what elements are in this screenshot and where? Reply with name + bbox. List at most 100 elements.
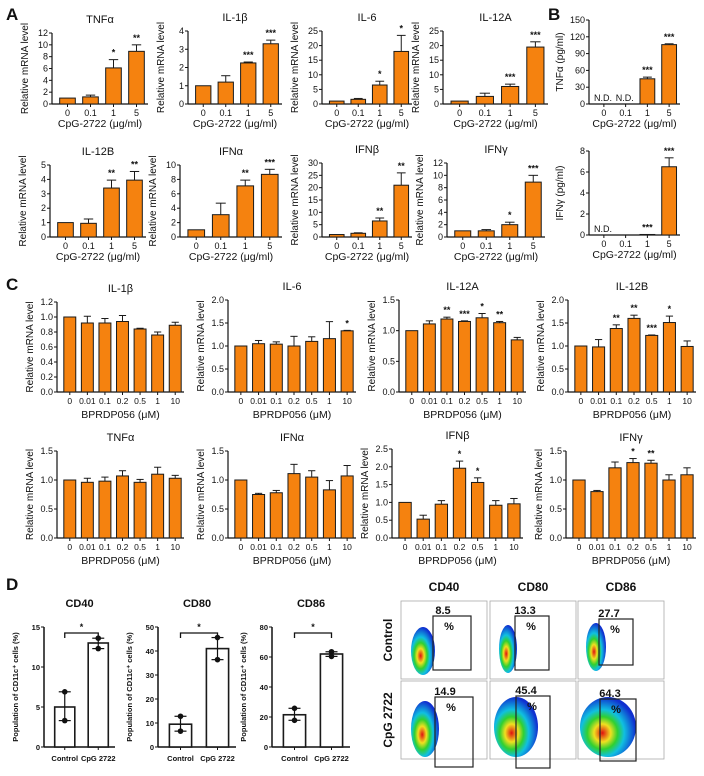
x-tick-label: 5 [667,239,672,249]
gate-percentage-unit: % [526,621,536,633]
bar [489,504,503,539]
x-axis-label: CpG-2722 (μg/ml) [592,249,676,261]
chart-c-15: IFNα 0.0 0.5 1.0 1.5 Relative mRNA level 0 0.01… [196,432,356,567]
x-axis-label: CpG-2722 (μg/ml) [325,118,409,130]
bar [590,491,604,539]
y-tick-label: 6 [171,189,176,199]
x-tick-label: 0.5 [472,542,484,552]
x-tick-label: 0 [577,542,582,552]
y-tick-label: 0 [313,232,318,242]
bar [416,518,430,539]
bar [475,317,489,393]
y-tick-label: 40 [146,647,154,656]
x-axis-label: CpG-2722 (μg/ml) [454,251,538,263]
gate-rectangle [514,615,550,671]
x-tick-label: 0.01 [250,396,267,406]
bar [662,479,676,539]
bar [322,489,336,539]
significance-marker: ** [398,161,406,171]
y-tick-label: 0.0 [40,533,53,543]
x-tick-label: 0.1 [479,108,492,118]
chart-title: IL-12A [479,12,512,24]
bar [205,647,230,748]
y-tick-label: 10 [32,663,40,672]
bar [510,339,524,393]
y-axis-label: Relative mRNA level [534,449,545,540]
data-point [328,648,335,655]
bar [63,316,77,393]
gate-percentage-unit: % [610,624,620,636]
chart-title: IFNγ [484,144,508,156]
y-tick-label: 2.0 [375,462,388,472]
bar [57,222,74,238]
bar [195,85,212,105]
bar [328,234,345,238]
y-axis-label: IFNγ (pg/ml) [555,166,566,221]
x-tick-label: 0.1 [219,108,232,118]
significance-marker: *** [642,65,653,75]
flow-row-label: CpG 2722 [381,692,395,748]
bar [493,322,507,393]
bar [440,318,454,393]
x-tick-label: 0.2 [117,396,129,406]
y-tick-label: 1.0 [40,312,53,322]
bar [572,479,586,539]
significance-marker: *** [505,72,516,82]
x-tick-label: 1 [155,396,160,406]
x-tick-label: 10 [509,542,519,552]
y-tick-label: 15 [32,623,40,632]
y-tick-label: 1.5 [211,318,224,328]
x-tick-label: 0.1 [352,108,365,118]
x-tick-label: 0.1 [99,396,111,406]
y-tick-label: 8 [171,174,176,184]
x-tick-label: 0.2 [288,542,300,552]
bar [252,343,266,393]
gate-percentage: 14.9 [434,686,455,698]
y-tick-label: 3 [41,189,46,199]
y-tick-label: 30 [146,671,154,680]
y-tick-label: 25 [429,26,439,36]
bar [234,479,248,539]
y-tick-label: 50 [146,623,154,632]
y-tick-label: 4 [171,203,176,213]
y-tick-label: 0 [43,99,48,109]
y-axis-label: Relative mRNA level [290,154,301,245]
data-point [61,717,68,724]
gate-rectangle [599,698,637,762]
x-tick-label: 5 [399,241,404,251]
y-tick-label: 1.5 [551,318,564,328]
x-tick-label: 0.01 [79,542,96,552]
x-tick-label: 0 [578,396,583,406]
x-tick-label: 0 [409,396,414,406]
y-tick-label: 0.6 [40,342,53,352]
x-tick-label: 0.5 [134,542,146,552]
y-tick-label: 1 [41,218,46,228]
x-tick-label: 1 [507,241,512,251]
y-tick-label: 2 [43,87,48,97]
x-tick-label: 10 [512,396,522,406]
bar [211,214,230,238]
x-tick-label: 0.1 [352,241,365,251]
gate-percentage: 27.7 [598,608,619,620]
y-tick-label: 1.0 [382,326,395,336]
panel-label-c: C [6,275,18,294]
bar [322,338,336,393]
bar [151,334,165,393]
y-tick-label: 4 [580,188,585,198]
y-tick-label: 60 [575,65,585,75]
significance-marker: * [345,318,349,328]
density-blob [411,701,439,757]
bar [126,179,143,238]
significance-marker: *** [530,30,541,40]
x-tick-label: 0 [67,542,72,552]
x-axis-label: BPRDP056 (μM) [418,555,496,567]
x-tick-label: 10 [170,542,180,552]
y-tick-label: 1.0 [40,475,53,485]
bar [350,232,367,238]
x-tick-label: 0.1 [99,542,111,552]
x-tick-label: 0.01 [79,396,96,406]
x-tick-label: 1 [497,396,502,406]
y-axis-label: Relative mRNA level [20,23,31,114]
not-detected-label: N.D. [594,224,612,234]
x-tick-label: 0.01 [589,542,606,552]
